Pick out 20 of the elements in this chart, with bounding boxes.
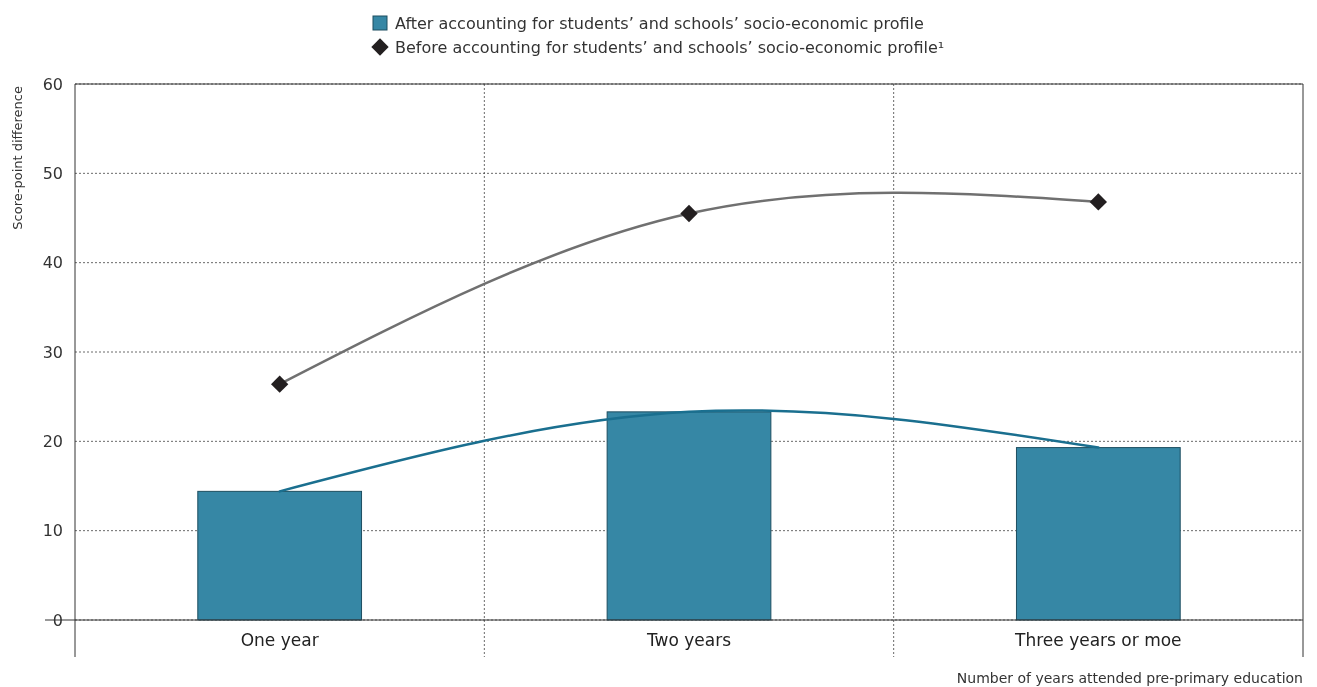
y-tick-label: 10 <box>42 521 63 541</box>
x-tick-label: Three years or moe <box>1014 630 1182 650</box>
y-tick-label: 60 <box>42 74 63 94</box>
legend-label: After accounting for students’ and schools’ socio-economic profile <box>395 14 924 33</box>
y-tick-label: 20 <box>42 431 63 451</box>
point <box>1089 193 1107 211</box>
y-tick-label: 50 <box>42 163 63 183</box>
bar <box>197 490 363 621</box>
y-axis-title: Score-point difference <box>10 86 25 230</box>
bar <box>606 411 772 621</box>
x-tick-label: Two years <box>645 630 732 650</box>
y-tick-label: 0 <box>52 610 63 630</box>
x-tick-label: One year <box>240 630 319 650</box>
x-axis-title: Number of years attended pre-primary education <box>956 670 1303 686</box>
y-tick-label: 30 <box>42 342 63 362</box>
point <box>271 375 289 393</box>
y-tick-label: 40 <box>42 253 63 273</box>
point <box>680 204 698 223</box>
bar <box>1015 447 1181 621</box>
legend-label: Before accounting for students’ and schools’ socio-economic profile¹ <box>395 38 945 57</box>
